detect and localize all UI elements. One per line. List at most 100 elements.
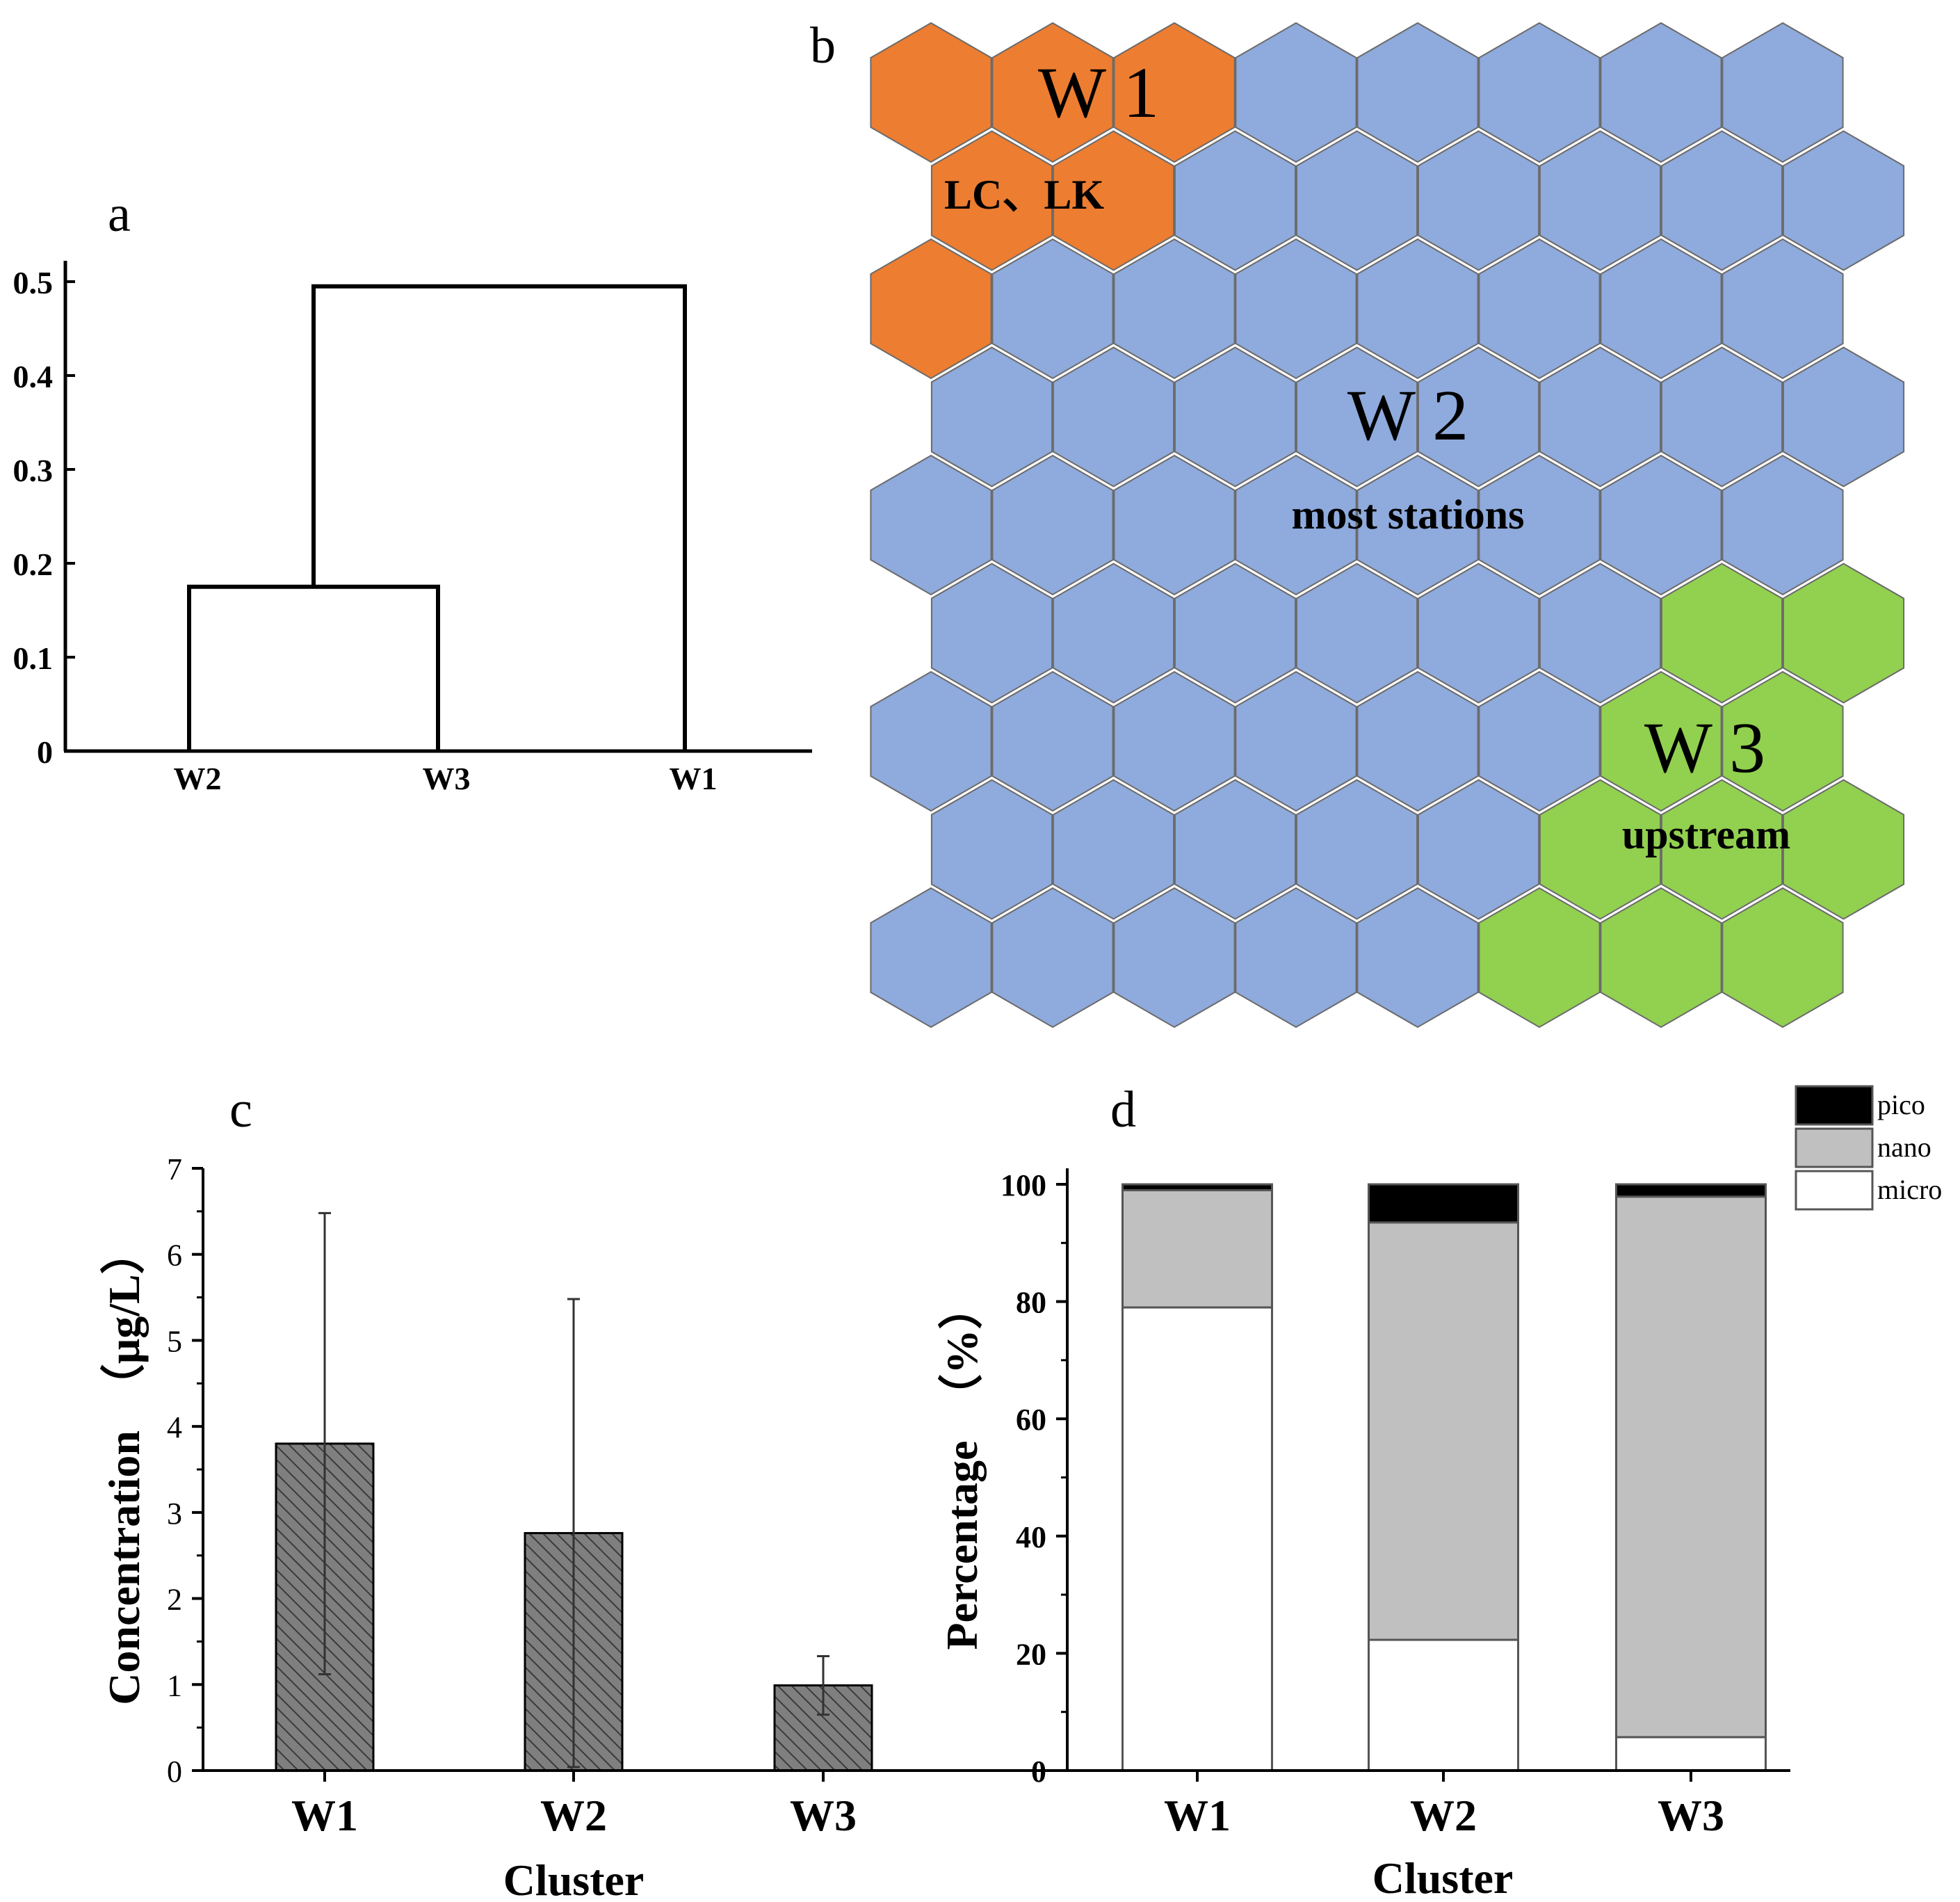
hex-cell-w2 [1174, 346, 1297, 487]
percentage-stacked-bars [1121, 1183, 1767, 1772]
panel-a-letter: a [108, 186, 131, 243]
panel-c-bar-chart: c 0 1 2 3 4 5 6 7 W1 W2 W3 Cluster Concentration … [99, 1081, 1123, 1902]
hex-cell-w1 [1113, 22, 1236, 163]
c-x-tick-label: W3 [790, 1791, 857, 1840]
hex-cell-w2 [1478, 454, 1601, 596]
hex-cell-w2 [1660, 130, 1783, 271]
hex-cell-w2 [1356, 454, 1479, 596]
hex-cell-w2 [930, 563, 1053, 704]
hex-cell-w2 [991, 670, 1114, 812]
hex-cell-w2 [1235, 454, 1357, 596]
panel-b-letter: b [810, 17, 836, 74]
d-y-tick-label: 80 [1016, 1286, 1046, 1320]
hex-cell-w1 [991, 22, 1114, 163]
concentration-error-bars [318, 1211, 829, 1768]
c-x-axis-title: Cluster [503, 1855, 645, 1902]
hex-cell-w2 [1478, 238, 1601, 380]
legend-label-nano: nano [1877, 1131, 1931, 1163]
hex-cell-w2 [1417, 130, 1540, 271]
c-y-tick-label: 1 [167, 1668, 182, 1702]
d-y-tick-label: 40 [1016, 1520, 1046, 1554]
d-y-ticks: 0 20 40 60 80 100 [1001, 1168, 1067, 1789]
stacked-segment-pico-w1 [1121, 1183, 1273, 1191]
dendrogram-y-tick-label: 0.2 [13, 547, 54, 582]
hex-cell-w2 [1113, 670, 1236, 812]
dendrogram-leaf-label: W2 [174, 761, 222, 796]
hex-cell-w2 [1600, 22, 1722, 163]
dendrogram-link-w2-w3 [187, 584, 440, 751]
hex-cell-w2 [991, 887, 1114, 1029]
c-x-tick-label: W1 [291, 1791, 358, 1840]
hex-cell-w2 [1722, 454, 1844, 596]
d-legend: pico nano micro [1795, 1085, 1942, 1211]
hex-cell-w3 [1660, 779, 1783, 920]
panel-d-stacked-bar: d 0 20 40 60 80 100 W1 W2 W3 Cluster Percentage… [937, 1081, 1942, 1902]
dendrogram-link-root [311, 284, 687, 751]
cluster-w2-label: W 2 [1347, 376, 1468, 456]
hex-cell-w2 [1174, 130, 1297, 271]
hex-cell-w2 [1782, 130, 1905, 271]
legend-label-pico: pico [1877, 1089, 1925, 1120]
c-y-tick-label: 4 [167, 1410, 182, 1444]
hex-cell-w2 [930, 779, 1053, 920]
c-y-tick-label: 2 [167, 1583, 182, 1617]
d-y-tick-label: 20 [1016, 1637, 1046, 1671]
hex-cell-w1 [870, 22, 992, 163]
hex-cell-w2 [1295, 779, 1418, 920]
legend-swatch-pico [1795, 1085, 1874, 1126]
hex-cell-w2 [1113, 238, 1236, 380]
dendrogram-y-tick-label: 0.4 [13, 359, 54, 394]
d-x-axis-title: Cluster [1372, 1853, 1514, 1902]
hex-cell-w2 [1478, 670, 1601, 812]
hex-cell-w2 [1478, 22, 1601, 163]
c-y-tick-label: 3 [167, 1497, 182, 1531]
hex-cell-w2 [1539, 130, 1662, 271]
d-y-tick-label: 60 [1016, 1403, 1046, 1437]
d-y-axis-title: Percentage （%） [937, 1285, 987, 1650]
hex-cell-w3 [1539, 779, 1662, 920]
hex-cell-w2 [870, 454, 992, 596]
c-x-tick-label: W2 [540, 1791, 607, 1840]
hex-cell-w2 [1052, 563, 1175, 704]
hex-grid [870, 22, 1905, 1029]
hex-cell-w2 [1782, 346, 1905, 487]
stacked-segment-nano-w2 [1368, 1221, 1519, 1641]
stacked-segment-micro-w3 [1615, 1736, 1767, 1772]
legend-swatch-nano [1795, 1127, 1874, 1168]
hex-cell-w3 [1722, 670, 1844, 812]
hex-cell-w2 [1235, 22, 1357, 163]
d-y-tick-label: 100 [1001, 1168, 1046, 1202]
cluster-w2-sublabel: most stations [1291, 492, 1524, 538]
hex-cell-w2 [1600, 238, 1722, 380]
cluster-w1-sublabel: LC、LK [944, 172, 1104, 218]
hex-cell-w2 [1235, 887, 1357, 1029]
d-y-tick-label: 0 [1031, 1755, 1046, 1789]
panel-c-letter: c [229, 1081, 252, 1138]
panel-a-dendrogram: a 0 0.1 0.2 0.3 0.4 0.5 W2 W3 W1 [13, 186, 812, 796]
dendrogram-leaf-labels: W2 W3 W1 [174, 761, 718, 796]
cluster-w1-label: W 1 [1038, 53, 1159, 133]
d-x-tick-label: W1 [1164, 1791, 1231, 1840]
dendrogram-y-tick-label: 0 [37, 734, 53, 770]
panel-d-letter: d [1110, 1081, 1136, 1138]
hex-cell-w2 [1235, 670, 1357, 812]
dendrogram-leaf-label: W1 [670, 761, 718, 796]
legend-swatch-micro [1795, 1170, 1874, 1211]
hex-cell-w3 [1600, 670, 1722, 812]
hex-cell-w2 [1417, 563, 1540, 704]
hex-cell-w2 [1356, 887, 1479, 1029]
hex-cell-w2 [1356, 238, 1479, 380]
stacked-segment-nano-w1 [1121, 1188, 1273, 1309]
stacked-segment-pico-w3 [1615, 1183, 1767, 1198]
hex-cell-w2 [1295, 130, 1418, 271]
legend-label-micro: micro [1877, 1174, 1942, 1205]
hex-cell-w2 [1417, 346, 1540, 487]
hex-cell-w2 [1600, 454, 1722, 596]
d-x-tick-label: W3 [1658, 1791, 1724, 1840]
c-y-tick-label: 7 [167, 1152, 182, 1186]
hex-cell-w2 [1113, 887, 1236, 1029]
hex-cell-w2 [1417, 779, 1540, 920]
hex-cell-w2 [1174, 779, 1297, 920]
hex-cell-w1 [930, 130, 1053, 271]
